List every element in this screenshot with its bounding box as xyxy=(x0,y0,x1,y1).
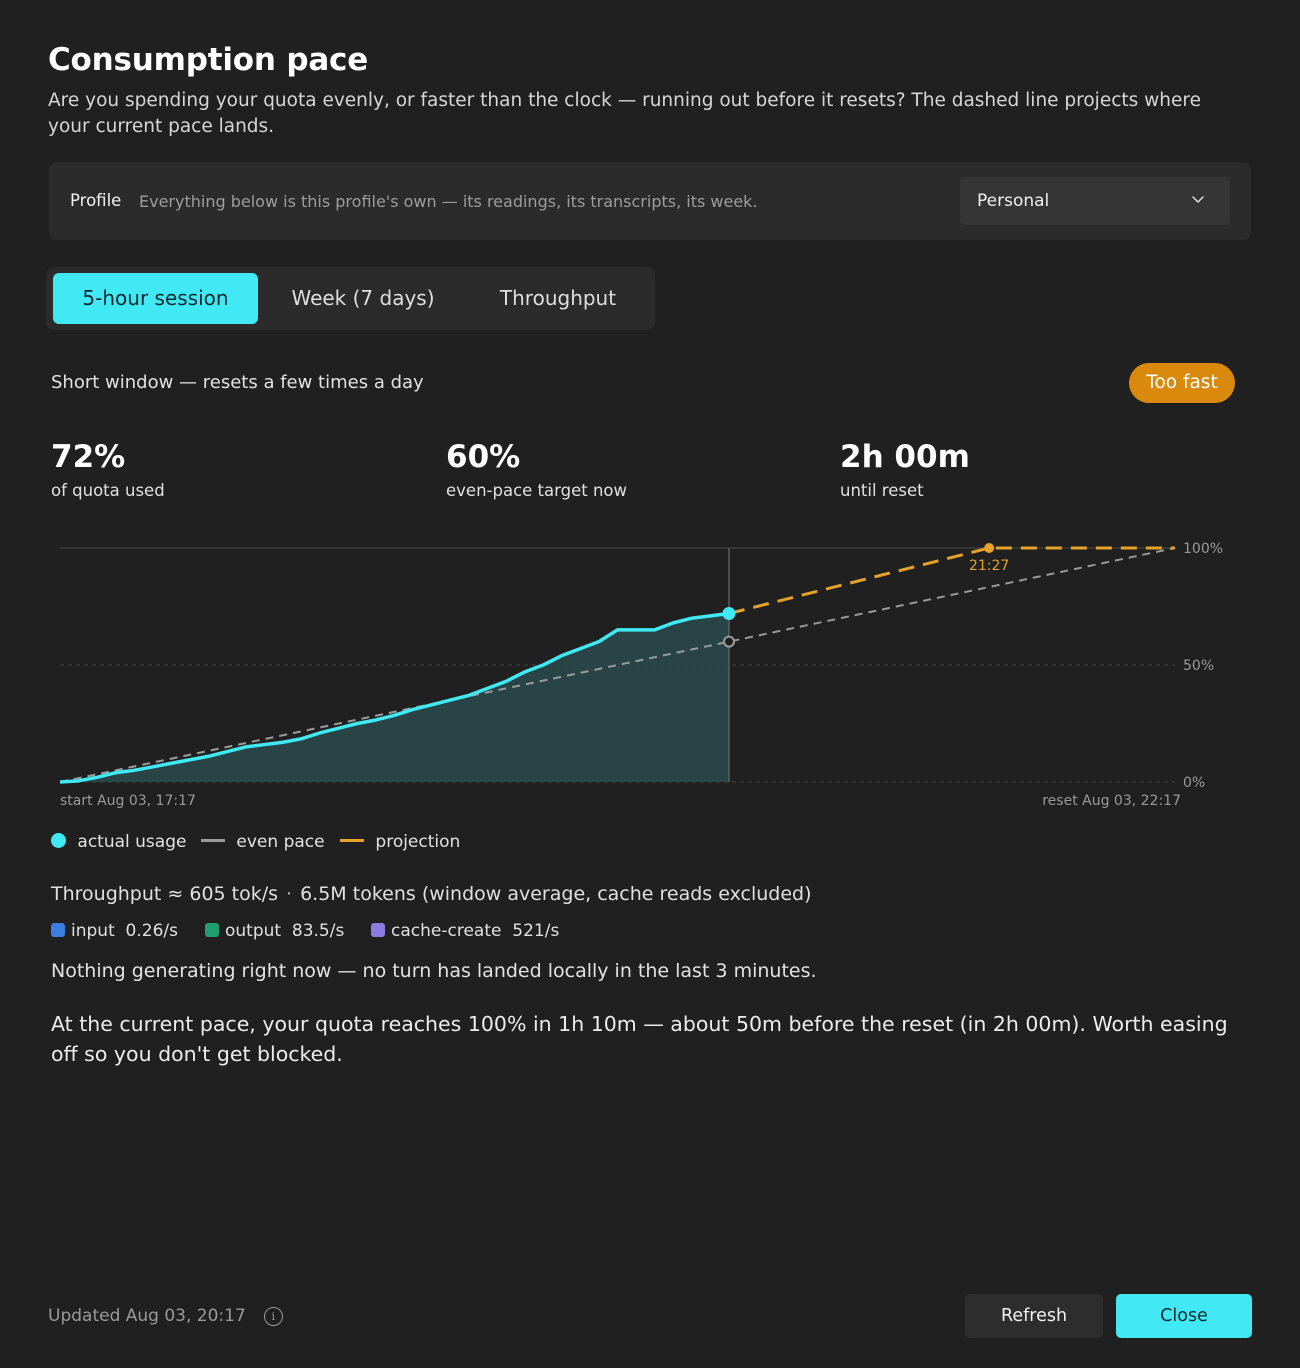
legend-even-pace: even pace xyxy=(201,832,325,852)
y-tick-label: 100% xyxy=(1183,541,1223,557)
cache-create-swatch-icon xyxy=(371,923,385,937)
tab-5-hour-session[interactable]: 5-hour session xyxy=(53,273,258,324)
throughput-tokens: 6.5M tokens (window average, cache reads… xyxy=(300,883,812,905)
period-tabs: 5-hour session Week (7 days) Throughput xyxy=(46,267,655,330)
chevron-down-icon xyxy=(1192,196,1204,203)
legend-label: projection xyxy=(375,832,461,852)
x-start-label: start Aug 03, 17:17 xyxy=(60,793,196,809)
stat-quota-used: 72% of quota used xyxy=(51,437,165,500)
even-pace-line xyxy=(59,547,1176,783)
profile-select-value: Personal xyxy=(977,191,1050,211)
updated-timestamp: Updated Aug 03, 20:17 i xyxy=(48,1306,283,1326)
actual-usage-line xyxy=(59,611,730,784)
pace-chart: 0% 50% 100% 21:27 start Aug 03, 17:17 reset A… xyxy=(59,541,1223,809)
output-swatch-icon xyxy=(205,923,219,937)
projection-line xyxy=(728,546,1175,615)
pace-verdict: At the current pace, your quota reaches … xyxy=(51,1012,1228,1066)
stat-label: of quota used xyxy=(51,481,165,500)
legend-dot-icon xyxy=(51,833,66,848)
breakdown-cache-create: cache-create 521/s xyxy=(371,921,559,941)
target-marker xyxy=(723,635,735,648)
tab-throughput[interactable]: Throughput xyxy=(499,286,617,310)
page-subtitle: Are you spending your quota evenly, or f… xyxy=(48,90,1201,137)
breakdown-value: 521/s xyxy=(512,921,560,941)
y-tick-label: 0% xyxy=(1183,775,1205,791)
legend-label: actual usage xyxy=(77,832,187,852)
breakdown-value: 0.26/s xyxy=(125,921,178,941)
breakdown-output: output 83.5/s xyxy=(205,921,344,941)
profile-label: Profile xyxy=(70,191,122,210)
stat-value: 2h 00m xyxy=(840,439,970,475)
stat-even-pace-target: 60% even-pace target now xyxy=(446,437,627,500)
legend-line-icon xyxy=(340,839,364,842)
input-swatch-icon xyxy=(51,923,65,937)
legend-line-icon xyxy=(201,839,225,842)
page-title: Consumption pace xyxy=(48,42,369,78)
close-button[interactable]: Close xyxy=(1116,1294,1252,1338)
breakdown-input: input 0.26/s xyxy=(51,921,178,941)
actual-now-marker xyxy=(722,607,736,621)
refresh-button[interactable]: Refresh xyxy=(965,1294,1103,1338)
profile-description: Everything below is this profile's own —… xyxy=(139,192,758,211)
stat-label: even-pace target now xyxy=(446,481,627,500)
profile-bar: Profile Everything below is this profile… xyxy=(49,162,1251,240)
actual-usage-area xyxy=(60,613,729,782)
projection-hit-label: 21:27 xyxy=(969,558,1009,574)
updated-text: Updated Aug 03, 20:17 xyxy=(48,1306,246,1326)
stat-value: 72% xyxy=(51,439,126,475)
profile-select[interactable]: Personal xyxy=(960,177,1230,225)
breakdown-name: input xyxy=(71,921,115,941)
idle-note: Nothing generating right now — no turn h… xyxy=(51,960,817,982)
x-end-label: reset Aug 03, 22:17 xyxy=(1042,793,1181,809)
breakdown-name: cache-create xyxy=(391,921,502,941)
throughput-separator: · xyxy=(286,883,293,905)
status-badge: Too fast xyxy=(1129,363,1235,403)
legend-projection: projection xyxy=(340,832,460,852)
breakdown-name: output xyxy=(225,921,282,941)
tab-week[interactable]: Week (7 days) xyxy=(291,286,435,310)
breakdown-value: 83.5/s xyxy=(291,921,345,941)
stat-label: until reset xyxy=(840,481,924,500)
throughput-rate: Throughput ≈ 605 tok/s xyxy=(51,883,279,905)
projection-hit-marker xyxy=(984,543,995,553)
info-icon[interactable]: i xyxy=(263,1307,283,1326)
throughput-summary: Throughput ≈ 605 tok/s · 6.5M tokens (wind… xyxy=(51,883,812,905)
window-description: Short window — resets a few times a day xyxy=(51,372,424,393)
stat-value: 60% xyxy=(446,439,521,475)
y-tick-label: 50% xyxy=(1183,658,1214,674)
legend-label: even pace xyxy=(236,832,325,852)
stat-until-reset: 2h 00m until reset xyxy=(840,437,970,500)
legend-actual-usage: actual usage xyxy=(51,832,186,852)
